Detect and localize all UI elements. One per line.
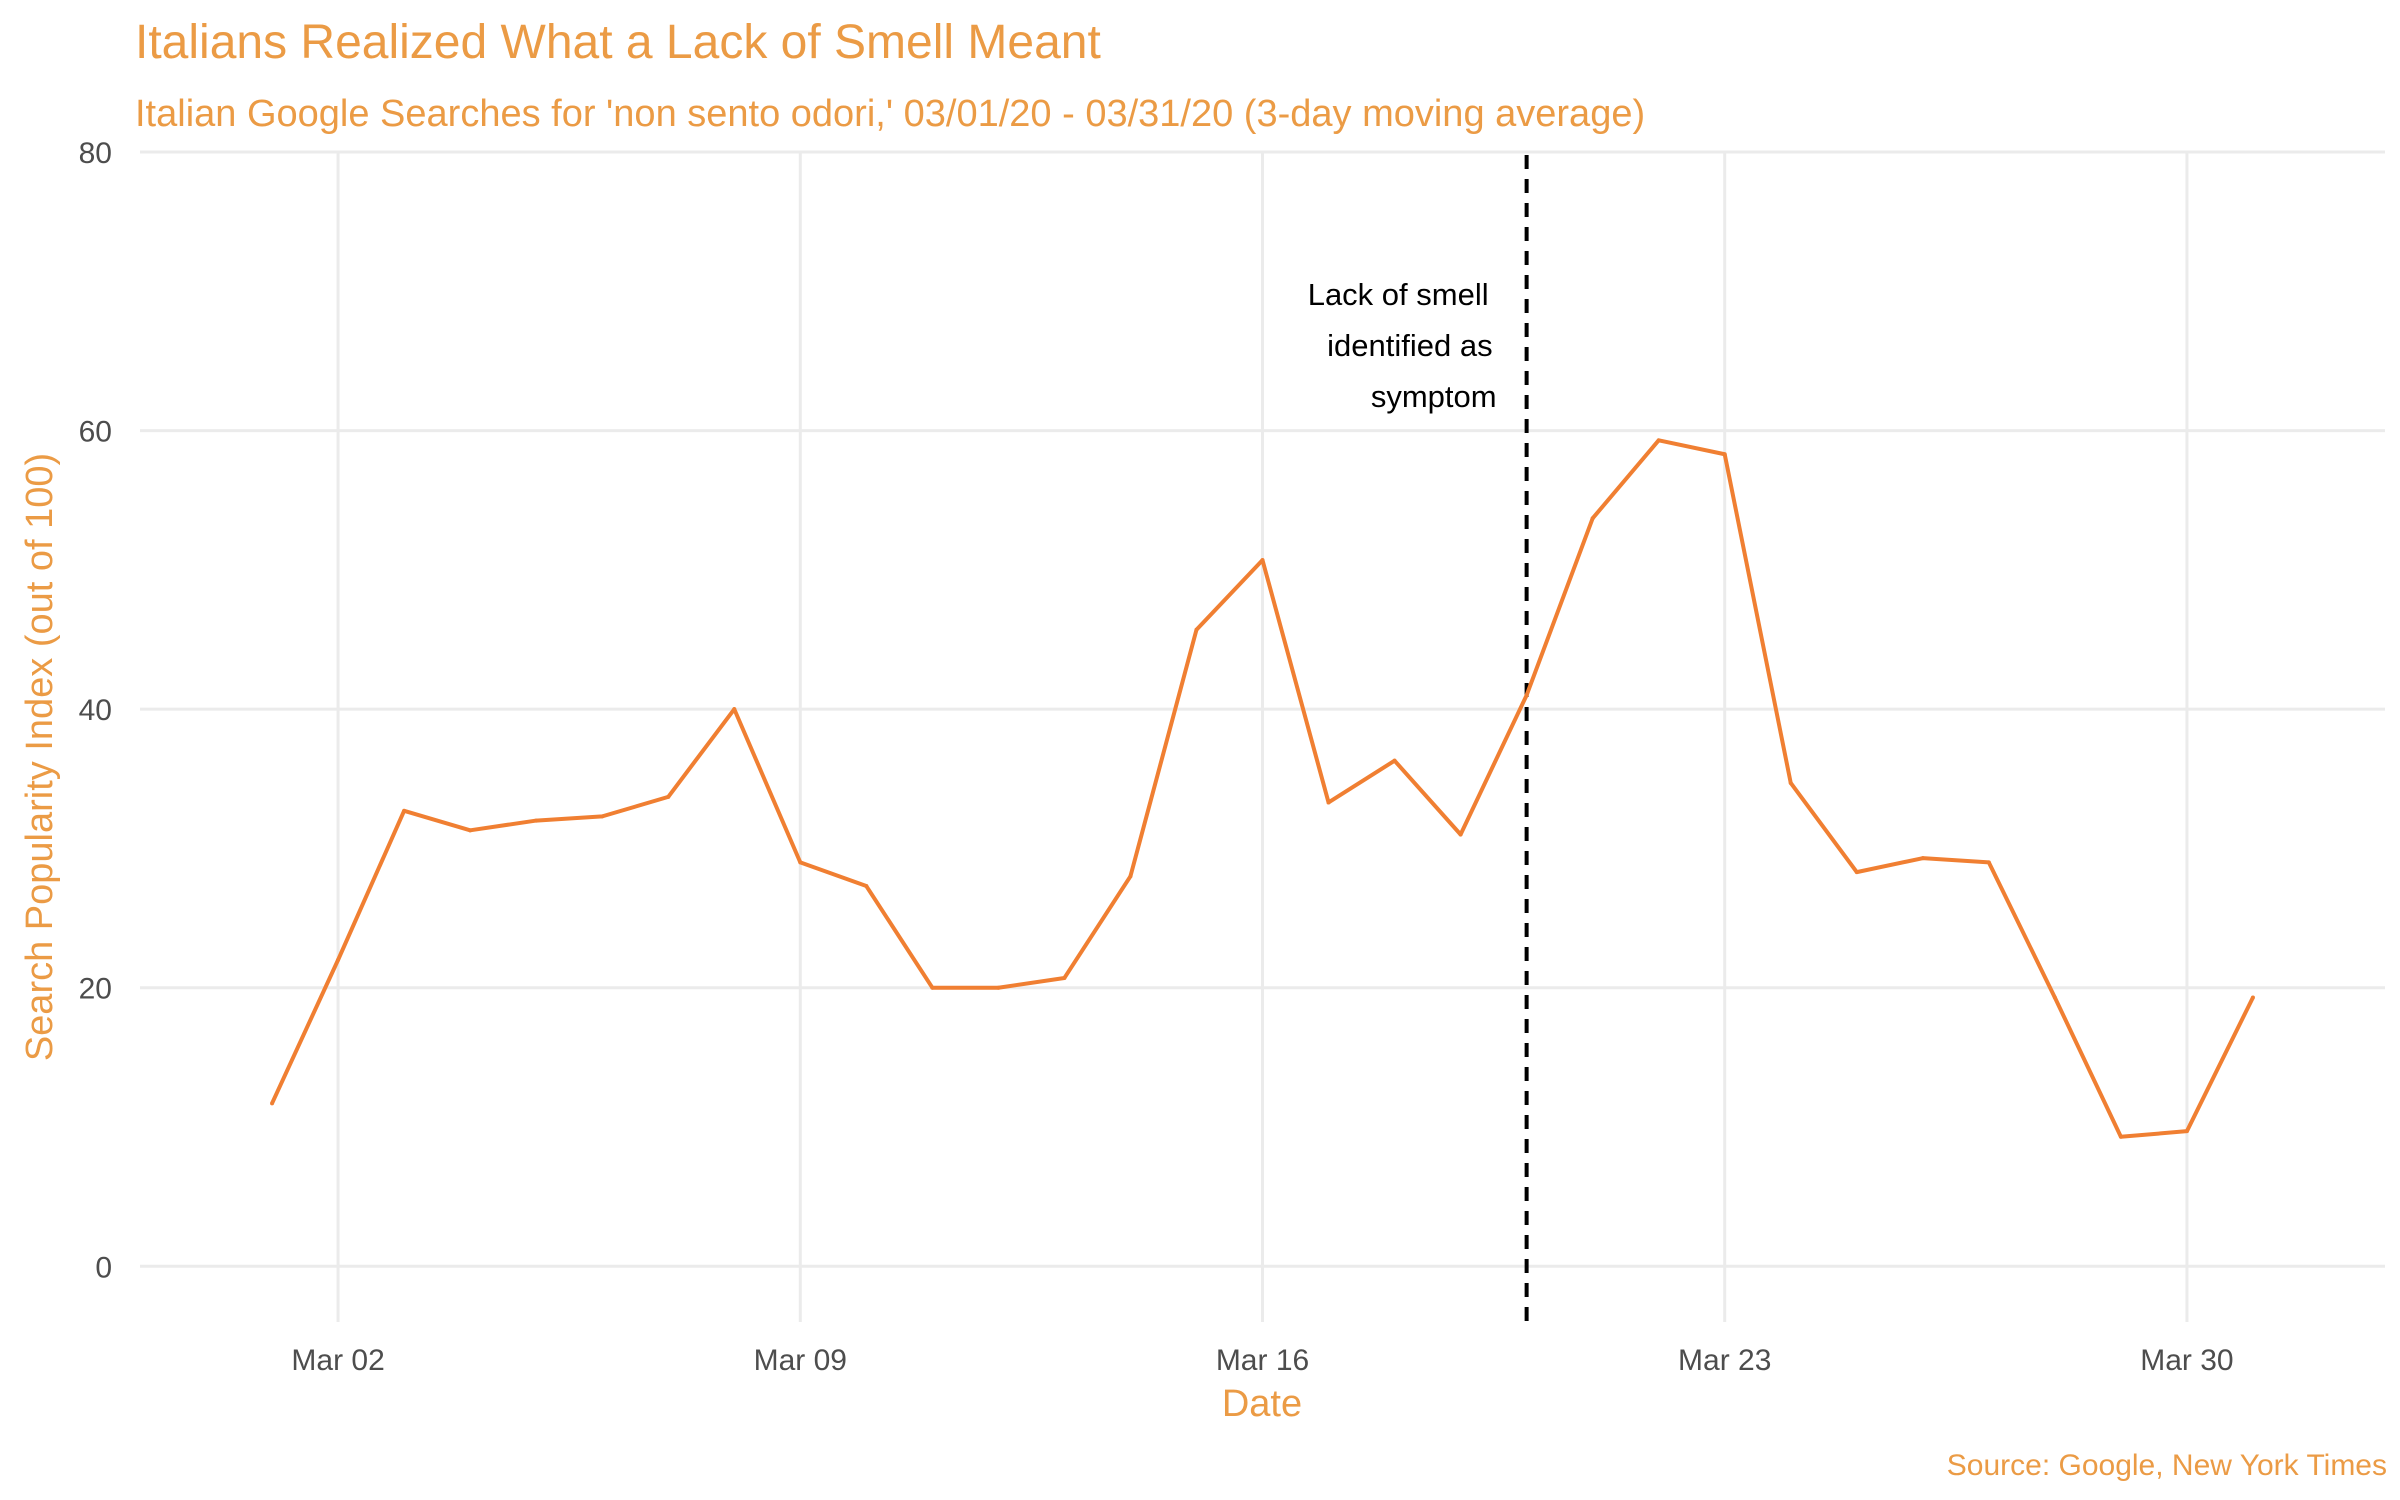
data-point	[798, 860, 803, 865]
y-tick-label: 20	[79, 973, 112, 1006]
data-point	[1590, 516, 1595, 521]
x-tick-label: Mar 09	[754, 1344, 847, 1377]
data-point	[1326, 800, 1331, 805]
grid	[140, 150, 2385, 1322]
x-tick-label: Mar 02	[291, 1344, 384, 1377]
data-point	[996, 985, 1001, 990]
data-point	[1854, 870, 1859, 875]
x-tick-label: Mar 23	[1678, 1344, 1771, 1377]
data-point	[1986, 860, 1991, 865]
x-axis-title: Date	[1222, 1383, 1302, 1425]
annotation-line: symptom	[1371, 379, 1497, 414]
y-tick-label: 60	[79, 416, 112, 449]
data-point	[2118, 1134, 2123, 1139]
annotation-line: identified as	[1327, 328, 1492, 363]
data-point	[1788, 780, 1793, 785]
source-caption: Source: Google, New York Times	[1947, 1449, 2387, 1482]
data-point	[1722, 452, 1727, 457]
x-tick-label: Mar 30	[2140, 1344, 2233, 1377]
data-point	[534, 818, 539, 823]
data-point	[1458, 832, 1463, 837]
data-point	[600, 814, 605, 819]
annotation-group: Lack of smell identified as symptom	[1308, 155, 1529, 1322]
data-point	[1062, 975, 1067, 980]
data-point	[1392, 758, 1397, 763]
data-point	[864, 884, 869, 889]
y-tick-label: 0	[95, 1251, 112, 1284]
data-point	[1128, 874, 1133, 879]
y-axis: 0 20 40 60 80	[79, 137, 112, 1284]
data-point	[1194, 627, 1199, 632]
data-point	[2052, 995, 2057, 1000]
data-point	[930, 985, 935, 990]
y-tick-label: 40	[79, 694, 112, 727]
data-point	[2184, 1129, 2189, 1134]
data-point	[1524, 693, 1529, 698]
data-point	[666, 794, 671, 799]
chart-subtitle: Italian Google Searches for 'non sento o…	[135, 93, 1645, 135]
data-point	[270, 1101, 275, 1106]
symptom-annotation: Lack of smell identified as symptom	[1308, 277, 1497, 414]
x-axis: Mar 02 Mar 09 Mar 16 Mar 23 Mar 30	[291, 1344, 2233, 1377]
data-point	[1656, 438, 1661, 443]
y-tick-label: 80	[79, 137, 112, 170]
x-tick-label: Mar 16	[1216, 1344, 1309, 1377]
data-point	[468, 828, 473, 833]
data-point	[336, 957, 341, 962]
series-group	[270, 438, 2255, 1139]
data-point	[732, 707, 737, 712]
data-point	[402, 808, 407, 813]
data-point	[1920, 856, 1925, 861]
chart-title: Italians Realized What a Lack of Smell M…	[135, 16, 1101, 69]
annotation-line: Lack of smell	[1308, 277, 1489, 312]
data-point	[1260, 558, 1265, 563]
data-point	[2250, 995, 2255, 1000]
y-axis-title: Search Popularity Index (out of 100)	[19, 453, 61, 1061]
